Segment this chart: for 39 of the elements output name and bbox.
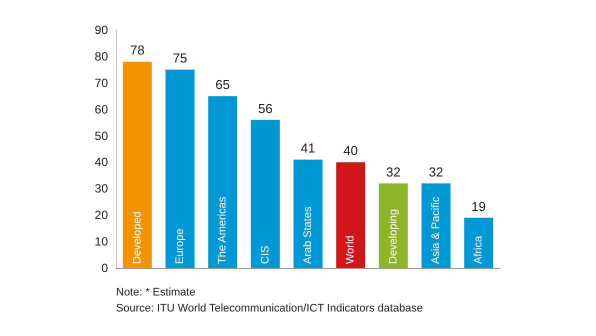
y-tick-label: 20 [94,208,108,222]
data-label: 19 [471,198,486,214]
y-tick-label: 40 [94,155,108,170]
x-tick-label: Europe [174,228,186,264]
bar [250,120,280,268]
data-label: 65 [215,77,230,92]
y-tick-label: 80 [94,49,108,64]
source-note: Source: ITU World Telecommunication/ICT Indicators database [116,302,423,314]
data-label: 56 [258,100,273,116]
x-tick-label: World [344,235,357,264]
x-tick-label: Developed [131,211,144,264]
x-tick-label: The Americas [216,196,229,264]
x-tick-label: Africa [472,235,485,264]
bar [336,162,366,268]
bar [421,183,451,268]
x-tick-label: Asia & Pacific [430,196,442,264]
y-tick-label: 0 [101,261,108,275]
y-tick-label: 30 [94,182,108,196]
y-tick-label: 10 [94,234,108,249]
data-label: 41 [300,140,316,156]
data-label: 78 [130,42,145,58]
x-tick-label: Developing [387,208,400,264]
data-label: 40 [343,143,358,158]
bar [165,70,195,268]
x-tick-label: Arab States [302,206,314,264]
bar [208,96,238,268]
x-tick-label: CIS [259,246,272,264]
bar [464,218,494,268]
data-label: 32 [386,164,401,180]
y-tick-label: 70 [94,76,108,90]
bar [293,160,323,268]
bar [378,183,408,268]
y-tick-label: 60 [94,102,108,116]
y-tick-label: 50 [94,128,108,143]
data-label: 75 [172,50,188,66]
text: Note: * Estimate [116,286,196,298]
bar [122,62,152,268]
data-label: 32 [428,164,444,180]
y-tick-label: 90 [94,23,108,37]
